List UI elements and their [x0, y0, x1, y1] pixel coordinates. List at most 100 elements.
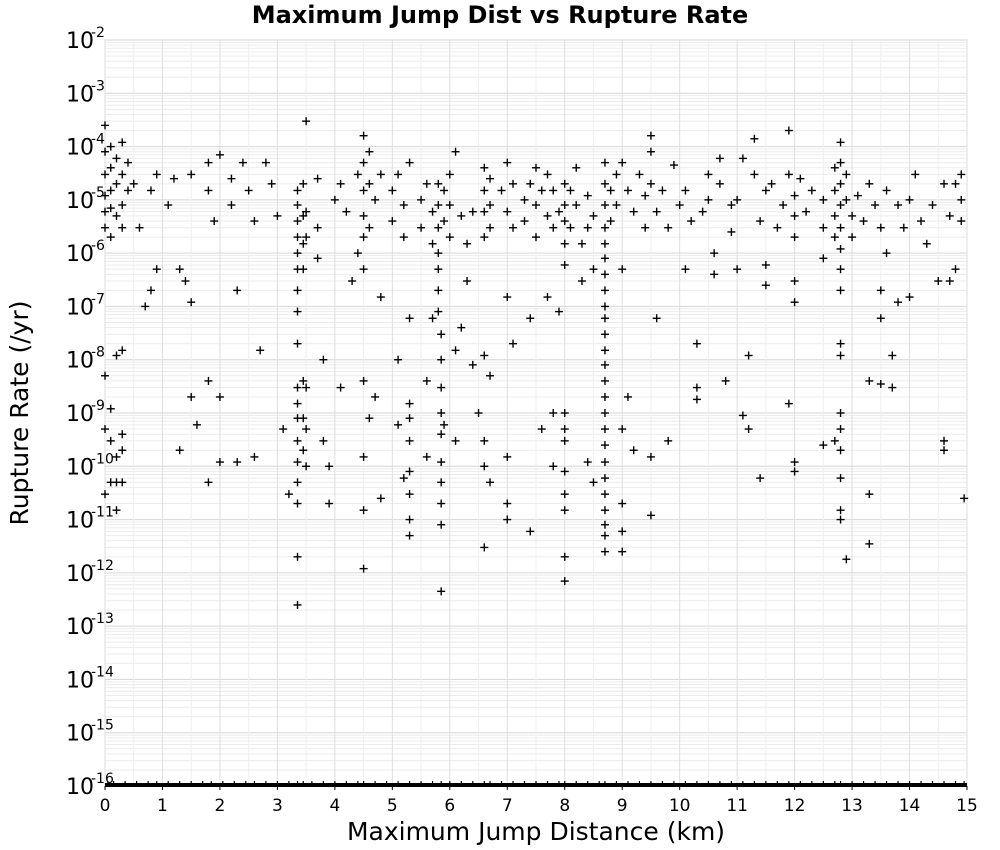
data-point: [428, 207, 437, 216]
data-point: [836, 158, 845, 167]
data-point: [486, 223, 495, 232]
data-point: [744, 425, 753, 434]
x-tick-label: 15: [956, 796, 978, 816]
data-point: [940, 446, 949, 455]
data-point: [509, 339, 518, 348]
data-point: [227, 174, 236, 183]
data-point: [960, 494, 969, 503]
data-point: [618, 425, 627, 434]
y-tick-exponent: -4: [91, 132, 105, 148]
data-point: [612, 170, 621, 179]
data-point: [238, 158, 247, 167]
data-point: [784, 170, 793, 179]
data-point: [434, 179, 443, 188]
data-point: [437, 383, 446, 392]
data-point: [434, 223, 443, 232]
y-tick-base: 10: [66, 349, 94, 374]
y-tick-exponent: -10: [91, 451, 114, 467]
data-point: [388, 186, 397, 195]
y-tick-label: 10-15: [66, 718, 114, 747]
data-point: [600, 254, 609, 263]
data-point: [652, 314, 661, 323]
data-point: [106, 186, 115, 195]
data-point: [371, 392, 380, 401]
data-point: [957, 170, 966, 179]
y-tick-base: 10: [66, 562, 94, 587]
y-tick-exponent: -8: [91, 345, 105, 361]
data-point: [302, 233, 311, 242]
data-point: [353, 170, 362, 179]
data-point: [842, 195, 851, 204]
data-point: [135, 223, 144, 232]
x-tick-label: 4: [329, 796, 340, 816]
data-point: [532, 233, 540, 242]
data-point: [445, 170, 454, 179]
data-point: [445, 201, 454, 210]
data-point: [486, 371, 495, 380]
data-point: [480, 207, 489, 216]
y-tick-label: 10-4: [66, 132, 105, 161]
data-point: [302, 425, 311, 434]
x-tick-label: 7: [502, 796, 513, 816]
data-point: [836, 265, 845, 274]
data-point: [836, 339, 845, 348]
data-point: [600, 441, 609, 450]
data-point: [152, 265, 161, 274]
data-point: [437, 478, 446, 487]
data-point: [293, 499, 302, 508]
data-point: [405, 436, 414, 445]
data-point: [101, 425, 109, 434]
data-point: [819, 254, 828, 263]
data-point: [129, 179, 138, 188]
data-point: [146, 286, 155, 295]
data-point: [405, 515, 414, 524]
data-point: [394, 420, 403, 429]
data-point: [790, 191, 799, 200]
data-point: [101, 371, 109, 380]
data-point: [882, 249, 891, 258]
data-point: [187, 392, 196, 401]
data-point: [118, 138, 127, 147]
data-point: [293, 217, 302, 226]
data-point: [543, 211, 552, 220]
data-point: [146, 186, 155, 195]
data-point: [549, 462, 558, 471]
data-point: [600, 376, 609, 385]
data-point: [273, 211, 282, 220]
data-point: [187, 170, 196, 179]
data-point: [727, 201, 736, 210]
data-point: [313, 174, 322, 183]
data-point: [359, 211, 368, 220]
data-point: [589, 478, 598, 487]
data-point: [437, 587, 446, 596]
data-point: [118, 346, 127, 355]
data-point: [293, 186, 302, 195]
data-point: [905, 195, 914, 204]
data-point: [112, 154, 121, 163]
data-point: [293, 436, 302, 445]
data-point: [437, 430, 446, 439]
data-point: [951, 179, 960, 188]
y-tick-exponent: -13: [91, 611, 114, 627]
data-point: [480, 436, 489, 445]
data-point: [853, 191, 862, 200]
data-point: [302, 383, 311, 392]
data-point: [376, 494, 385, 503]
data-point: [451, 346, 460, 355]
y-tick-base: 10: [66, 136, 94, 161]
data-point: [299, 414, 308, 423]
data-point: [293, 399, 302, 408]
data-point: [532, 163, 540, 172]
data-point: [715, 179, 724, 188]
data-point: [118, 223, 127, 232]
data-point: [600, 360, 609, 369]
data-point: [934, 277, 943, 286]
data-point: [434, 265, 443, 274]
data-point: [790, 233, 799, 242]
data-point: [664, 436, 673, 445]
y-tick-exponent: -14: [91, 664, 114, 680]
data-point: [641, 191, 650, 200]
data-point: [451, 436, 460, 445]
data-point: [440, 420, 449, 429]
y-tick-base: 10: [66, 775, 94, 800]
